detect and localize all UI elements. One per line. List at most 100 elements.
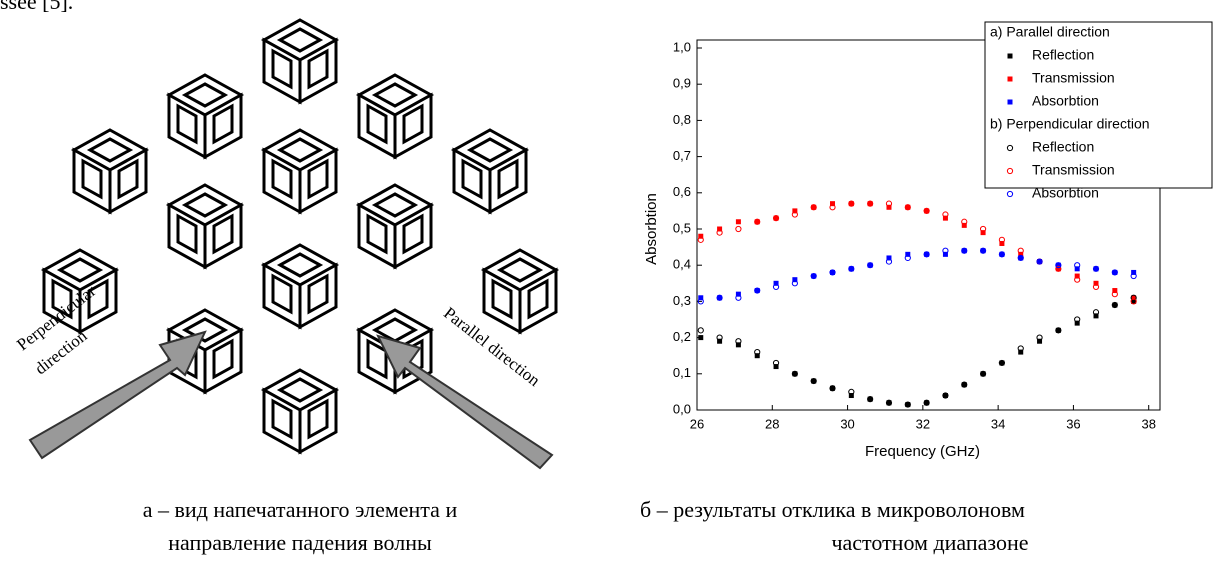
point: [848, 265, 855, 272]
arrow-perpendicular: [28, 330, 207, 460]
point: [1111, 291, 1118, 298]
chart: 0,0 0,1 0,2 0,3 0,4 0,5 0,6 0,7 0,8 0,9 1,0 26 28 30 3…: [643, 21, 1213, 460]
point: [1018, 255, 1024, 261]
cube: [262, 18, 338, 104]
point: [1055, 327, 1061, 333]
point: [1074, 266, 1080, 272]
point: [867, 200, 874, 207]
x-tick-label: 30: [840, 416, 854, 431]
x-tick-label: 28: [765, 416, 779, 431]
x-axis-label: Frequency (GHz): [865, 443, 980, 460]
point: [998, 251, 1006, 258]
point: [811, 204, 817, 210]
point: [1074, 320, 1080, 326]
point: [1037, 259, 1043, 265]
y-tick-label: 0,0: [673, 401, 691, 416]
point: [698, 335, 704, 341]
point: [961, 248, 967, 254]
point: [1112, 302, 1118, 308]
y-tick-label: 0,6: [673, 184, 691, 199]
point: [886, 255, 892, 261]
point: [1055, 262, 1062, 269]
legend-label: Reflection: [1032, 139, 1094, 155]
point: [942, 247, 949, 254]
cube: [357, 183, 433, 269]
cube: [72, 128, 148, 214]
caption: б – результаты отклика в микроволоновм: [640, 497, 1025, 522]
point: [1131, 269, 1137, 275]
cube: [262, 128, 338, 214]
point: [754, 219, 760, 225]
point: [754, 353, 760, 359]
point: [1111, 269, 1118, 276]
plot-frame: [696, 39, 1161, 411]
cube: [167, 73, 243, 159]
point: [1018, 349, 1024, 355]
point: [1055, 262, 1061, 268]
point: [1074, 276, 1081, 283]
x-tick-label: 34: [991, 416, 1005, 431]
point: [867, 262, 873, 268]
point: [848, 200, 855, 207]
point: [885, 258, 893, 265]
point: [1112, 269, 1118, 275]
point: [961, 222, 967, 228]
cube: [357, 73, 433, 159]
point: [1036, 334, 1043, 341]
point: [942, 251, 948, 257]
point: [754, 288, 760, 294]
point: [772, 359, 780, 367]
point: [905, 204, 911, 210]
y-tick-label: 0,2: [673, 329, 691, 344]
cube: [167, 183, 243, 269]
y-tick-label: 1,0: [673, 39, 691, 54]
point: [1131, 295, 1137, 301]
point: [867, 396, 873, 402]
point: [735, 338, 742, 345]
cube: [262, 368, 338, 454]
point: [904, 401, 911, 408]
point: [961, 381, 968, 388]
point: [1092, 283, 1100, 291]
point: [1092, 265, 1100, 272]
y-tick-label: 0,7: [673, 148, 691, 163]
point: [848, 201, 854, 207]
point: [979, 225, 987, 233]
point: [735, 291, 741, 297]
point: [792, 277, 798, 283]
point: [754, 218, 761, 225]
legend-marker: [1007, 76, 1013, 82]
point: [867, 396, 874, 403]
point: [923, 207, 930, 214]
legend-marker: [1006, 167, 1014, 175]
point: [1093, 266, 1099, 272]
point: [698, 295, 704, 301]
point: [905, 251, 911, 257]
point: [791, 211, 798, 218]
point: [942, 393, 948, 399]
legend: a) Parallel direction Reflection Transmiss…: [984, 21, 1213, 201]
y-tick-label: 0,4: [673, 257, 691, 272]
point: [830, 385, 836, 391]
y-tick-label: 0,3: [673, 293, 691, 308]
point: [980, 371, 986, 377]
y-tick-label: 0,5: [673, 220, 691, 235]
point: [830, 201, 836, 207]
legend-box: [984, 21, 1213, 189]
point: [979, 370, 987, 377]
legend-label: Transmission: [1032, 162, 1115, 178]
point: [792, 208, 798, 214]
point: [885, 399, 893, 406]
point: [979, 247, 987, 254]
cube: [262, 243, 338, 329]
x-tick-label: 36: [1066, 416, 1080, 431]
point: [980, 230, 986, 236]
point: [810, 377, 817, 385]
point: [1055, 265, 1062, 272]
point: [1017, 247, 1024, 254]
point: [1111, 301, 1118, 309]
point: [829, 269, 836, 276]
point: [754, 287, 761, 294]
point: [773, 364, 779, 370]
